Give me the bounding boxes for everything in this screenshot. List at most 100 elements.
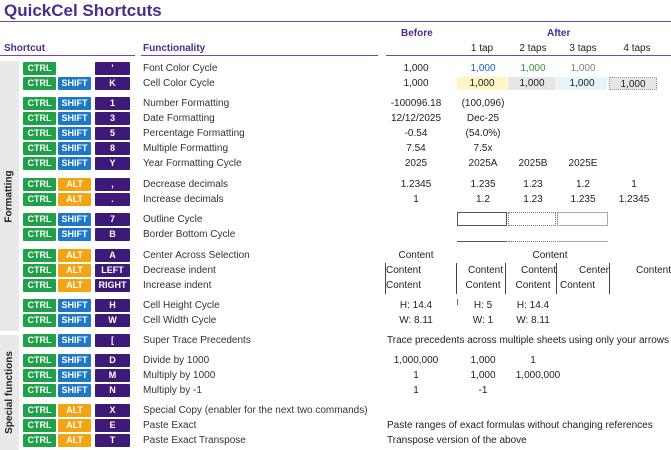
value-t4: Content xyxy=(635,265,671,276)
value-t2: 1.23 xyxy=(523,194,543,205)
functionality-header: Functionality xyxy=(143,43,206,54)
value-t1: -1 xyxy=(478,385,488,396)
shift-key: SHIFT xyxy=(58,299,91,312)
indent-guide-4 xyxy=(609,263,610,294)
letter-key: T xyxy=(95,434,130,447)
letter-key: B xyxy=(95,228,130,241)
shift-key: SHIFT xyxy=(58,112,91,125)
description-text: Trace precedents across multiple sheets … xyxy=(387,335,669,346)
after-header: After xyxy=(547,28,571,39)
shift-key: SHIFT xyxy=(58,334,91,347)
shift-key: SHIFT xyxy=(58,314,91,327)
value-t1: 1.235 xyxy=(470,179,496,190)
border-bottom-light xyxy=(557,241,608,242)
section-formatting: Formatting xyxy=(0,61,19,331)
value-t3: 1,000 xyxy=(570,63,596,74)
ctrl-key: CTRL xyxy=(23,112,56,125)
functionality-label: Super Trace Precedents xyxy=(143,335,251,346)
value-t4: 1,000 xyxy=(609,77,657,90)
functionality-label: Paste Exact xyxy=(143,420,197,431)
ctrl-key: CTRL xyxy=(23,127,56,140)
functionality-label: Paste Exact Transpose xyxy=(143,435,246,446)
value-t1: 1,000 xyxy=(457,77,507,90)
outline-light-cell xyxy=(557,212,608,226)
functionality-label: Divide by 1000 xyxy=(143,355,210,366)
letter-key: . xyxy=(95,193,130,206)
ctrl-key: CTRL xyxy=(23,314,56,327)
ctrl-key: CTRL xyxy=(23,77,56,90)
letter-key: W xyxy=(95,314,130,327)
letter-key: RIGHT xyxy=(95,279,130,292)
value-t2: 1,000,000 xyxy=(515,370,561,381)
value-before: 1 xyxy=(413,370,419,381)
value-t2: 2025B xyxy=(518,158,548,169)
value-t4: 1.2345 xyxy=(618,194,650,205)
alt-key: ALT xyxy=(58,178,91,191)
ctrl-key: CTRL xyxy=(23,404,56,417)
shift-key: SHIFT xyxy=(58,228,91,241)
ctrl-key: CTRL xyxy=(23,334,56,347)
functionality-label: Multiply by 1000 xyxy=(143,370,216,381)
indent-guide-0 xyxy=(385,263,386,294)
value-t2: Content xyxy=(515,280,551,291)
value-before: 1 xyxy=(413,385,419,396)
value-t1: (54.0%) xyxy=(465,128,501,139)
ctrl-key: CTRL xyxy=(23,97,56,110)
value-before: Content xyxy=(386,280,422,291)
value-t3: 1.235 xyxy=(570,194,596,205)
value-before: 7.54 xyxy=(406,143,426,154)
ctrl-key: CTRL xyxy=(23,157,56,170)
shift-key: SHIFT xyxy=(58,213,91,226)
value-t2: 1 xyxy=(530,355,536,366)
letter-key: LEFT xyxy=(95,264,130,277)
ctrl-key: CTRL xyxy=(23,193,56,206)
title-underline xyxy=(0,21,671,22)
shift-key: SHIFT xyxy=(58,157,91,170)
border-bottom-dotted xyxy=(508,241,556,242)
value-t1: 2025A xyxy=(468,158,498,169)
ctrl-key: CTRL xyxy=(23,264,56,277)
shift-key: SHIFT xyxy=(58,97,91,110)
shift-key: SHIFT xyxy=(58,354,91,367)
letter-key: [ xyxy=(95,334,130,347)
alt-key: ALT xyxy=(58,249,91,262)
ctrl-key: CTRL xyxy=(23,228,56,241)
letter-key: Y xyxy=(95,157,130,170)
value-t3: Center xyxy=(578,265,609,276)
values-header-underline xyxy=(386,55,671,56)
letter-key: N xyxy=(95,384,130,397)
letter-key: 5 xyxy=(95,127,130,140)
tap-1-header: 1 tap xyxy=(470,43,494,54)
value-before: H: 14.4 xyxy=(399,300,433,311)
alt-key: ALT xyxy=(58,404,91,417)
value-t3: 1.2 xyxy=(576,179,590,190)
letter-key: E xyxy=(95,419,130,432)
value-before: 1,000 xyxy=(403,63,429,74)
shift-key: SHIFT xyxy=(58,142,91,155)
indent-guide-2 xyxy=(505,263,506,294)
ctrl-key: CTRL xyxy=(23,62,56,75)
functionality-label: Percentage Formatting xyxy=(143,128,245,139)
value-before: W: 8.11 xyxy=(399,315,433,326)
functionality-label: Decrease decimals xyxy=(143,179,229,190)
shift-key: SHIFT xyxy=(58,127,91,140)
value-t1: Dec-25 xyxy=(466,113,500,124)
value-t1: 1,000 xyxy=(470,370,496,381)
description-text: Transpose version of the above xyxy=(387,435,527,446)
functionality-label: Multiply by -1 xyxy=(143,385,202,396)
ctrl-key: CTRL xyxy=(23,384,56,397)
tap-3-header: 3 taps xyxy=(569,43,597,54)
indent-guide-1 xyxy=(456,263,457,294)
value-t2: H: 14.4 xyxy=(516,300,550,311)
outline-solid-cell xyxy=(457,212,507,226)
before-header: Before xyxy=(401,28,433,39)
letter-key: 8 xyxy=(95,142,130,155)
shift-key: SHIFT xyxy=(58,384,91,397)
functionality-label: Cell Height Cycle xyxy=(143,300,220,311)
description-text: Paste ranges of exact formulas without c… xyxy=(387,420,653,431)
height-guide xyxy=(457,299,458,305)
value-t3: Content xyxy=(560,280,596,291)
letter-key: M xyxy=(95,369,130,382)
tap-4-header: 4 taps xyxy=(623,43,651,54)
